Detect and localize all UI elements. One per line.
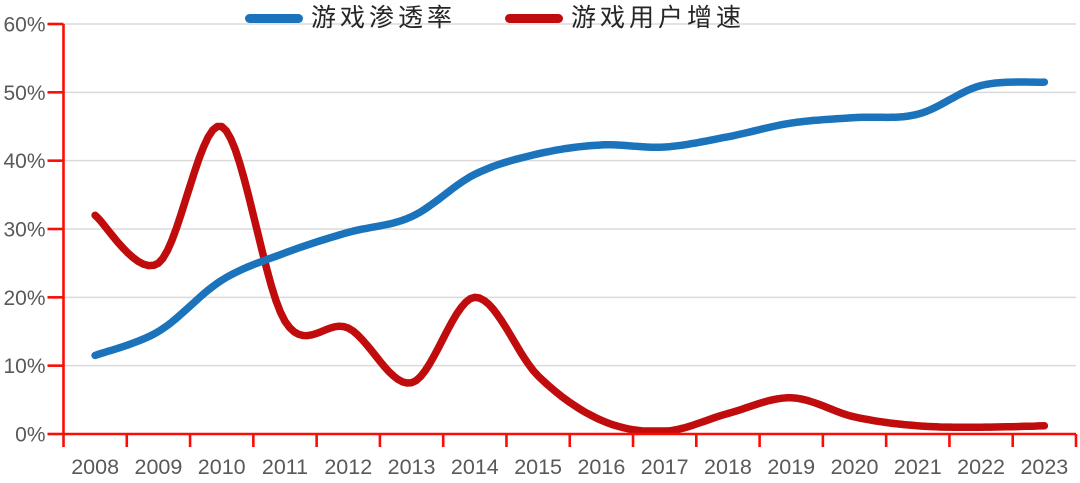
legend-marker-blue-line-icon — [245, 13, 303, 23]
y-tick-label: 30% — [3, 219, 45, 242]
x-tick-label: 2020 — [831, 455, 879, 479]
y-tick-label: 20% — [3, 287, 45, 310]
x-tick-label: 2023 — [1020, 455, 1068, 479]
y-tick-label: 10% — [3, 355, 45, 378]
x-tick-label: 2015 — [514, 455, 562, 479]
x-tick-label: 2011 — [262, 455, 308, 479]
x-tick-label: 2022 — [957, 455, 1005, 479]
series-line-0 — [91, 78, 1049, 360]
legend-label-game-penetration: 游戏渗透率 — [311, 3, 457, 32]
legend-item-game-user-growth: 游戏用户增速 — [505, 2, 745, 34]
legend-label-game-user-growth: 游戏用户增速 — [571, 3, 746, 32]
series-line-1 — [91, 122, 1049, 435]
x-tick-label: 2013 — [388, 455, 436, 479]
y-tick-label: 40% — [3, 150, 45, 173]
x-tick-label: 2019 — [767, 455, 815, 479]
x-tick-label: 2018 — [704, 455, 752, 479]
x-tick-label: 2008 — [71, 455, 119, 479]
x-tick-label: 2017 — [641, 455, 689, 479]
x-tick-label: 2014 — [451, 455, 499, 479]
x-tick-label: 2012 — [324, 455, 372, 479]
legend-marker-red-line-icon — [505, 13, 563, 23]
y-tick-label: 0% — [15, 424, 45, 447]
legend-item-game-penetration: 游戏渗透率 — [245, 2, 456, 34]
y-tick-label: 60% — [3, 14, 45, 37]
x-tick-label: 2021 — [894, 455, 942, 479]
x-tick-label: 2016 — [577, 455, 625, 479]
y-tick-label: 50% — [3, 82, 45, 105]
x-tick-label: 2010 — [198, 455, 246, 479]
x-tick-label: 2009 — [135, 455, 183, 479]
